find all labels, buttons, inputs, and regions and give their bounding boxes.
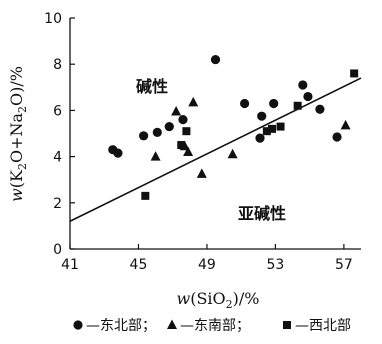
y-tick-label: 0 [53,242,62,258]
legend-marker-triangle [167,319,177,329]
x-axis-ticks: 41 45 49 53 57 [61,244,353,273]
region-label-alkaline: 碱性 [136,77,168,96]
legend-entry-label: —东北部； [86,318,156,334]
x-tick-label: 41 [61,257,79,273]
region-label-subalkaline: 亚碱性 [238,204,286,223]
data-point-square [141,191,150,200]
data-point-circle [315,104,325,114]
data-point-circle [332,132,342,142]
data-point-circle [269,98,279,109]
data-point-circle [255,133,265,143]
data-point-square [276,122,285,131]
data-point-triangle [227,148,238,159]
x-tick-label: 49 [198,257,216,273]
data-point-square [293,101,302,110]
legend-entry-label: —东南部； [180,318,250,334]
data-point-circle [178,115,188,125]
y-tick-label: 6 [53,103,62,119]
data-point-circle [240,98,250,109]
alkaline-subalkaline-boundary-line [69,77,362,222]
data-point-triangle [196,168,207,178]
data-points [108,54,359,200]
x-tick-label: 57 [335,257,353,273]
data-point-circle [298,80,308,90]
data-point-circle [257,111,267,121]
x-axis-label: w(SiO2​)/% [177,289,260,311]
legend: —东北部； —东南部； —西北部 [73,318,351,334]
y-tick-label: 2 [53,196,62,212]
x-tick-label: 53 [266,257,284,273]
y-axis-label: w(K2​O+Na2​O)/% [7,66,29,202]
data-point-triangle [188,96,199,107]
data-point-triangle [150,151,161,161]
x-tick-label: 45 [130,257,148,273]
data-point-circle [113,148,123,158]
data-point-square [177,141,186,150]
data-point-circle [303,91,313,102]
y-tick-label: 10 [44,11,62,27]
legend-entry-label: —西北部 [295,318,351,334]
legend-marker-circle [73,320,83,330]
data-point-circle [152,127,162,137]
data-point-circle [164,121,174,132]
data-point-square [182,127,191,136]
y-axis-ticks: 0 2 4 6 8 10 [44,11,75,258]
data-point-circle [210,54,221,65]
y-tick-label: 8 [53,57,62,73]
y-tick-label: 4 [53,150,62,166]
data-point-triangle [340,119,351,130]
data-point-triangle [183,146,194,156]
legend-marker-square [283,321,291,329]
data-point-triangle [171,106,182,116]
plot-area [69,18,361,250]
data-point-square [350,69,359,78]
data-point-square [267,124,276,133]
data-point-circle [139,131,149,141]
data-point-square [262,127,271,136]
